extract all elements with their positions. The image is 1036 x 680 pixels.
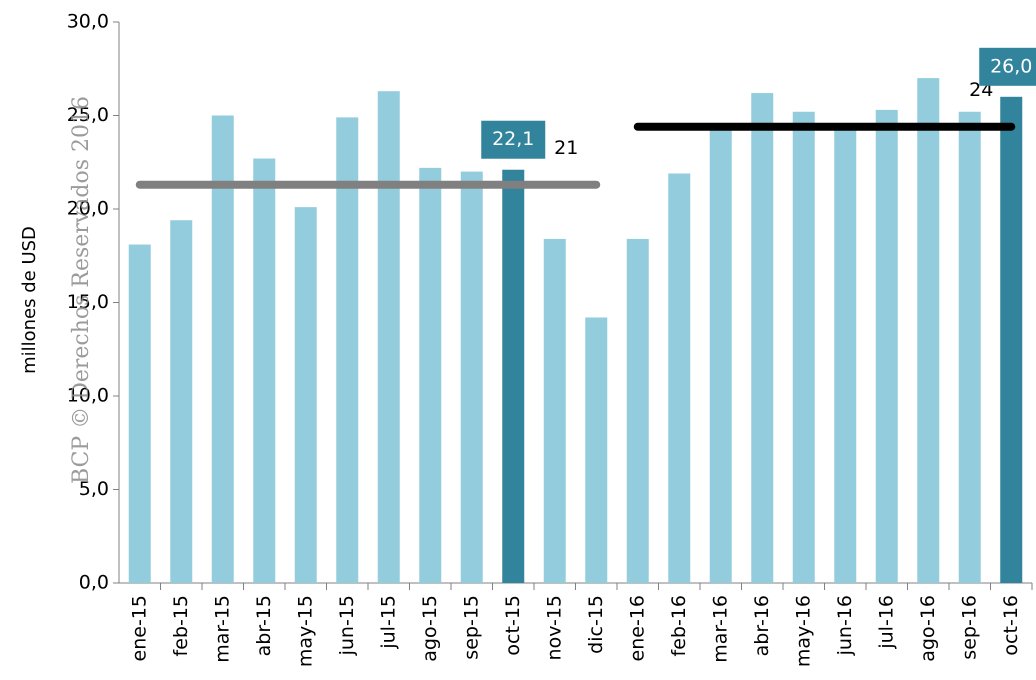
bar bbox=[875, 109, 898, 583]
x-tick-label: oct-16 bbox=[1000, 595, 1022, 656]
bar bbox=[543, 238, 566, 584]
bar bbox=[336, 117, 359, 584]
data-label: 22,1 bbox=[492, 128, 534, 150]
y-axis-label: millones de USD bbox=[19, 226, 40, 374]
x-tick-label: jul-16 bbox=[875, 595, 897, 650]
x-tick-label: ene-16 bbox=[626, 595, 648, 661]
bar bbox=[958, 111, 981, 583]
watermark: BCP © Derechos Reservados 2016 bbox=[69, 96, 94, 484]
average-label: 21 bbox=[554, 137, 578, 159]
x-tick-label: ago-16 bbox=[917, 595, 939, 662]
bar bbox=[253, 158, 276, 583]
x-tick-label: dic-15 bbox=[585, 595, 607, 654]
y-tick-label: 25,0 bbox=[67, 104, 109, 126]
bar bbox=[128, 244, 151, 583]
x-tick-label: nov-15 bbox=[543, 595, 565, 660]
y-tick-label: 0,0 bbox=[79, 572, 109, 594]
bar bbox=[626, 238, 649, 584]
x-tick-label: feb-15 bbox=[170, 595, 192, 656]
bar bbox=[460, 171, 483, 583]
bar bbox=[211, 115, 234, 583]
bar bbox=[917, 78, 940, 583]
bar bbox=[419, 167, 442, 584]
x-tick-label: may-16 bbox=[792, 595, 814, 667]
x-tick-label: ene-15 bbox=[128, 595, 150, 661]
bar bbox=[170, 220, 193, 583]
data-label-box bbox=[979, 47, 1036, 86]
y-tick-label: 20,0 bbox=[67, 198, 109, 220]
bar bbox=[294, 207, 317, 583]
x-tick-label: abr-16 bbox=[751, 595, 773, 656]
x-tick-label: jul-15 bbox=[377, 595, 399, 650]
y-tick-label: 30,0 bbox=[67, 11, 109, 33]
x-tick-label: mar-16 bbox=[709, 595, 731, 663]
bar bbox=[709, 124, 732, 583]
x-tick-label: sep-15 bbox=[460, 595, 482, 660]
y-tick-label: 5,0 bbox=[79, 478, 109, 500]
x-tick-label: oct-15 bbox=[502, 595, 524, 656]
bar bbox=[585, 317, 608, 583]
y-tick-label: 15,0 bbox=[67, 291, 109, 313]
x-tick-label: feb-16 bbox=[668, 595, 690, 656]
x-tick-label: sep-16 bbox=[958, 595, 980, 660]
x-tick-label: jun-15 bbox=[336, 595, 358, 656]
bar bbox=[668, 173, 691, 583]
data-label-box bbox=[481, 120, 546, 159]
bar bbox=[502, 169, 525, 584]
bar bbox=[1000, 96, 1023, 584]
bar bbox=[792, 111, 815, 583]
x-tick-label: mar-15 bbox=[211, 595, 233, 663]
x-tick-label: may-15 bbox=[294, 595, 316, 667]
x-tick-label: jun-16 bbox=[834, 595, 856, 656]
x-tick-label: abr-15 bbox=[253, 595, 275, 656]
bar bbox=[377, 91, 400, 583]
bar bbox=[751, 93, 774, 583]
x-tick-label: ago-15 bbox=[419, 595, 441, 662]
bar bbox=[834, 128, 857, 583]
y-tick-label: 10,0 bbox=[67, 385, 109, 407]
data-label: 26,0 bbox=[990, 55, 1032, 77]
